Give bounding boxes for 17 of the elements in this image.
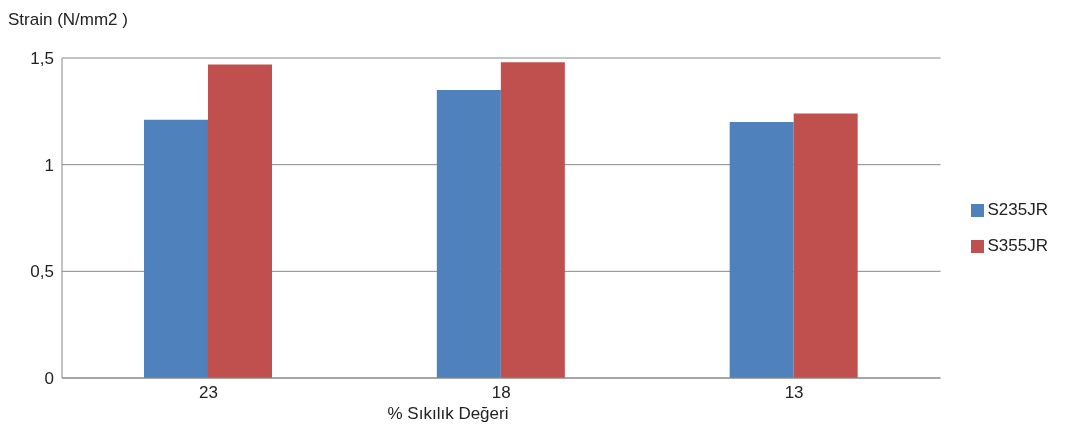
bar bbox=[500, 62, 565, 378]
y-tick-label: 0 bbox=[44, 369, 54, 389]
legend-label: S355JR bbox=[987, 236, 1048, 255]
x-tick-label: 23 bbox=[198, 383, 218, 403]
bar bbox=[207, 64, 272, 378]
bar bbox=[793, 113, 858, 378]
y-axis-title: Strain (N/mm2 ) bbox=[8, 10, 128, 30]
y-tick-label: 0,5 bbox=[30, 262, 54, 282]
bar bbox=[729, 122, 794, 378]
bar bbox=[143, 119, 208, 378]
legend-label: S235JR bbox=[987, 200, 1048, 219]
y-tick-label: 1 bbox=[44, 155, 54, 175]
x-tick-label: 13 bbox=[784, 383, 804, 403]
x-tick-label: 18 bbox=[491, 383, 511, 403]
bar bbox=[436, 90, 501, 378]
y-tick-label: 1,5 bbox=[30, 49, 54, 69]
x-axis-title: % Sıkılık Değeri bbox=[386, 404, 510, 424]
